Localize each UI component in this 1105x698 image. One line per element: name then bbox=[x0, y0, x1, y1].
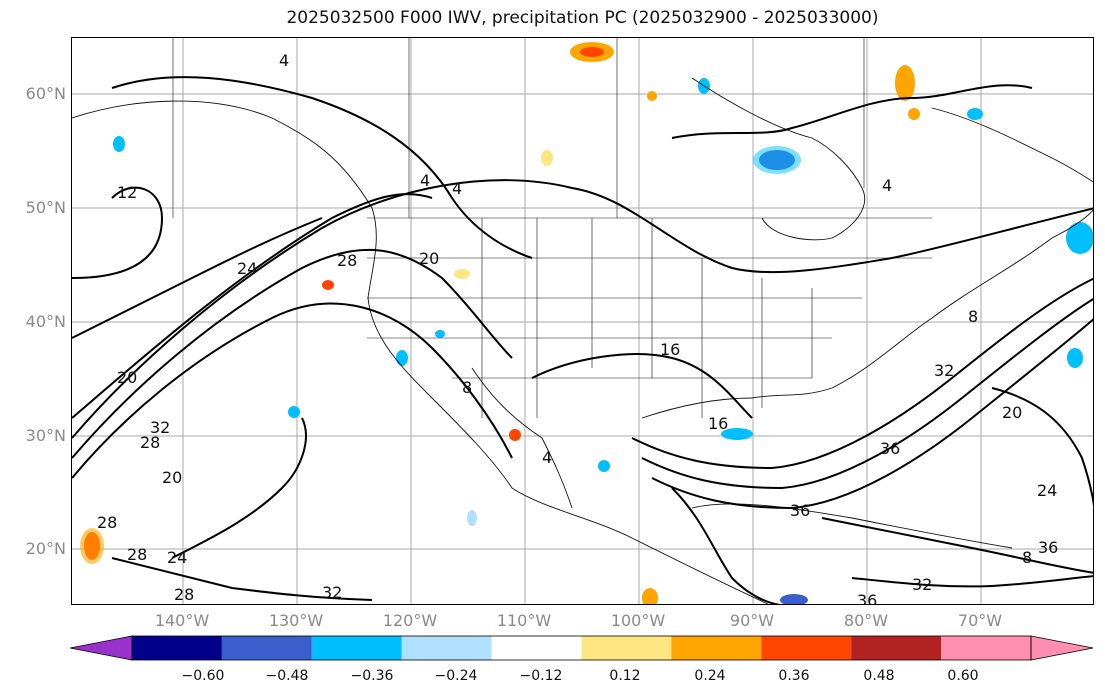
lon-label: 100°W bbox=[610, 611, 666, 630]
contour-label: 20 bbox=[1002, 403, 1022, 422]
contour-label: 36 bbox=[880, 439, 900, 458]
graticule bbox=[72, 38, 1093, 604]
contour-label: 28 bbox=[140, 433, 160, 452]
colorbar-segment bbox=[761, 636, 852, 660]
colorbar-segment bbox=[401, 636, 492, 660]
colorbar-tick-label: 0.48 bbox=[863, 668, 895, 684]
colorbar-segment bbox=[311, 636, 402, 660]
contour-label: 4 bbox=[279, 51, 289, 70]
contour-label: 24 bbox=[1037, 481, 1057, 500]
contour-labels: 4 4 4 4 12 28 20 24 20 32 28 20 16 16 8 … bbox=[97, 51, 1058, 605]
coastlines bbox=[72, 77, 1093, 604]
lat-label: 20°N bbox=[25, 539, 66, 558]
colorbar-tick-label: −0.24 bbox=[434, 668, 478, 684]
colorbar-tick-label: −0.12 bbox=[519, 668, 563, 684]
contour-label: 20 bbox=[419, 249, 439, 268]
contour-label: 36 bbox=[790, 501, 810, 520]
map-panel[interactable]: 4 4 4 4 12 28 20 24 20 32 28 20 16 16 8 … bbox=[71, 37, 1094, 605]
contour-label: 8 bbox=[462, 378, 472, 397]
contour-label: 24 bbox=[167, 548, 187, 567]
contour-label: 28 bbox=[337, 251, 357, 270]
map-canvas: 4 4 4 4 12 28 20 24 20 32 28 20 16 16 8 … bbox=[72, 38, 1093, 605]
colorbar-segment bbox=[491, 636, 582, 660]
contour-label: 20 bbox=[117, 368, 137, 387]
contour-label: 4 bbox=[452, 179, 462, 198]
colorbar-segment bbox=[671, 636, 762, 660]
lon-label: 70°W bbox=[957, 611, 1003, 630]
colorbar-tick-label: −0.60 bbox=[181, 668, 225, 684]
contour-label: 32 bbox=[150, 418, 170, 437]
colorbar bbox=[69, 634, 1100, 668]
contour-label: 20 bbox=[162, 468, 182, 487]
colorbar-svg bbox=[69, 635, 1094, 661]
contour-label: 4 bbox=[420, 171, 430, 190]
lon-label: 120°W bbox=[382, 611, 438, 630]
lat-label: 30°N bbox=[25, 426, 66, 445]
colorbar-segment bbox=[132, 636, 222, 660]
colorbar-segment bbox=[851, 636, 942, 660]
colorbar-arrow-high bbox=[1030, 635, 1094, 661]
map-title: 2025032500 F000 IWV, precipitation PC (2… bbox=[286, 8, 879, 28]
contour-label: 24 bbox=[237, 259, 257, 278]
lon-label: 140°W bbox=[154, 611, 210, 630]
contour-label: 28 bbox=[127, 545, 147, 564]
colorbar-tick-label: −0.36 bbox=[350, 668, 394, 684]
lon-label: 80°W bbox=[843, 611, 889, 630]
lat-label: 40°N bbox=[25, 312, 66, 331]
state-borders bbox=[172, 38, 932, 418]
contour-label: 4 bbox=[882, 176, 892, 195]
contour-label: 4 bbox=[542, 448, 552, 467]
colorbar-tick-label: −0.48 bbox=[265, 668, 309, 684]
contour-label: 32 bbox=[912, 575, 932, 594]
contour-label: 16 bbox=[708, 414, 728, 433]
contour-label: 36 bbox=[1038, 538, 1058, 557]
colorbar-segment bbox=[221, 636, 312, 660]
contour-label: 28 bbox=[97, 513, 117, 532]
colorbar-arrow-low bbox=[69, 635, 133, 661]
precip-anomalies bbox=[80, 42, 1093, 604]
colorbar-outline bbox=[131, 635, 1032, 661]
colorbar-segment bbox=[581, 636, 672, 660]
lon-label: 110°W bbox=[496, 611, 552, 630]
colorbar-tick-label: 0.24 bbox=[694, 668, 726, 684]
colorbar-segment bbox=[941, 636, 1031, 660]
iwv-contours bbox=[72, 76, 1093, 604]
contour-label: 8 bbox=[1022, 548, 1032, 567]
contour-label: 36 bbox=[857, 591, 877, 605]
contour-label: 32 bbox=[934, 361, 954, 380]
lat-label: 60°N bbox=[25, 84, 66, 103]
colorbar-tick-label: 0.36 bbox=[778, 668, 810, 684]
contour-label: 8 bbox=[968, 307, 978, 326]
lon-label: 90°W bbox=[729, 611, 775, 630]
lon-label: 130°W bbox=[268, 611, 324, 630]
colorbar-tick-label: 0.60 bbox=[947, 668, 979, 684]
colorbar-tick-label: 0.12 bbox=[609, 668, 641, 684]
lat-label: 50°N bbox=[25, 198, 66, 217]
contour-label: 32 bbox=[322, 583, 342, 602]
contour-label: 28 bbox=[174, 585, 194, 604]
contour-label: 12 bbox=[117, 183, 137, 202]
contour-label: 16 bbox=[660, 340, 680, 359]
